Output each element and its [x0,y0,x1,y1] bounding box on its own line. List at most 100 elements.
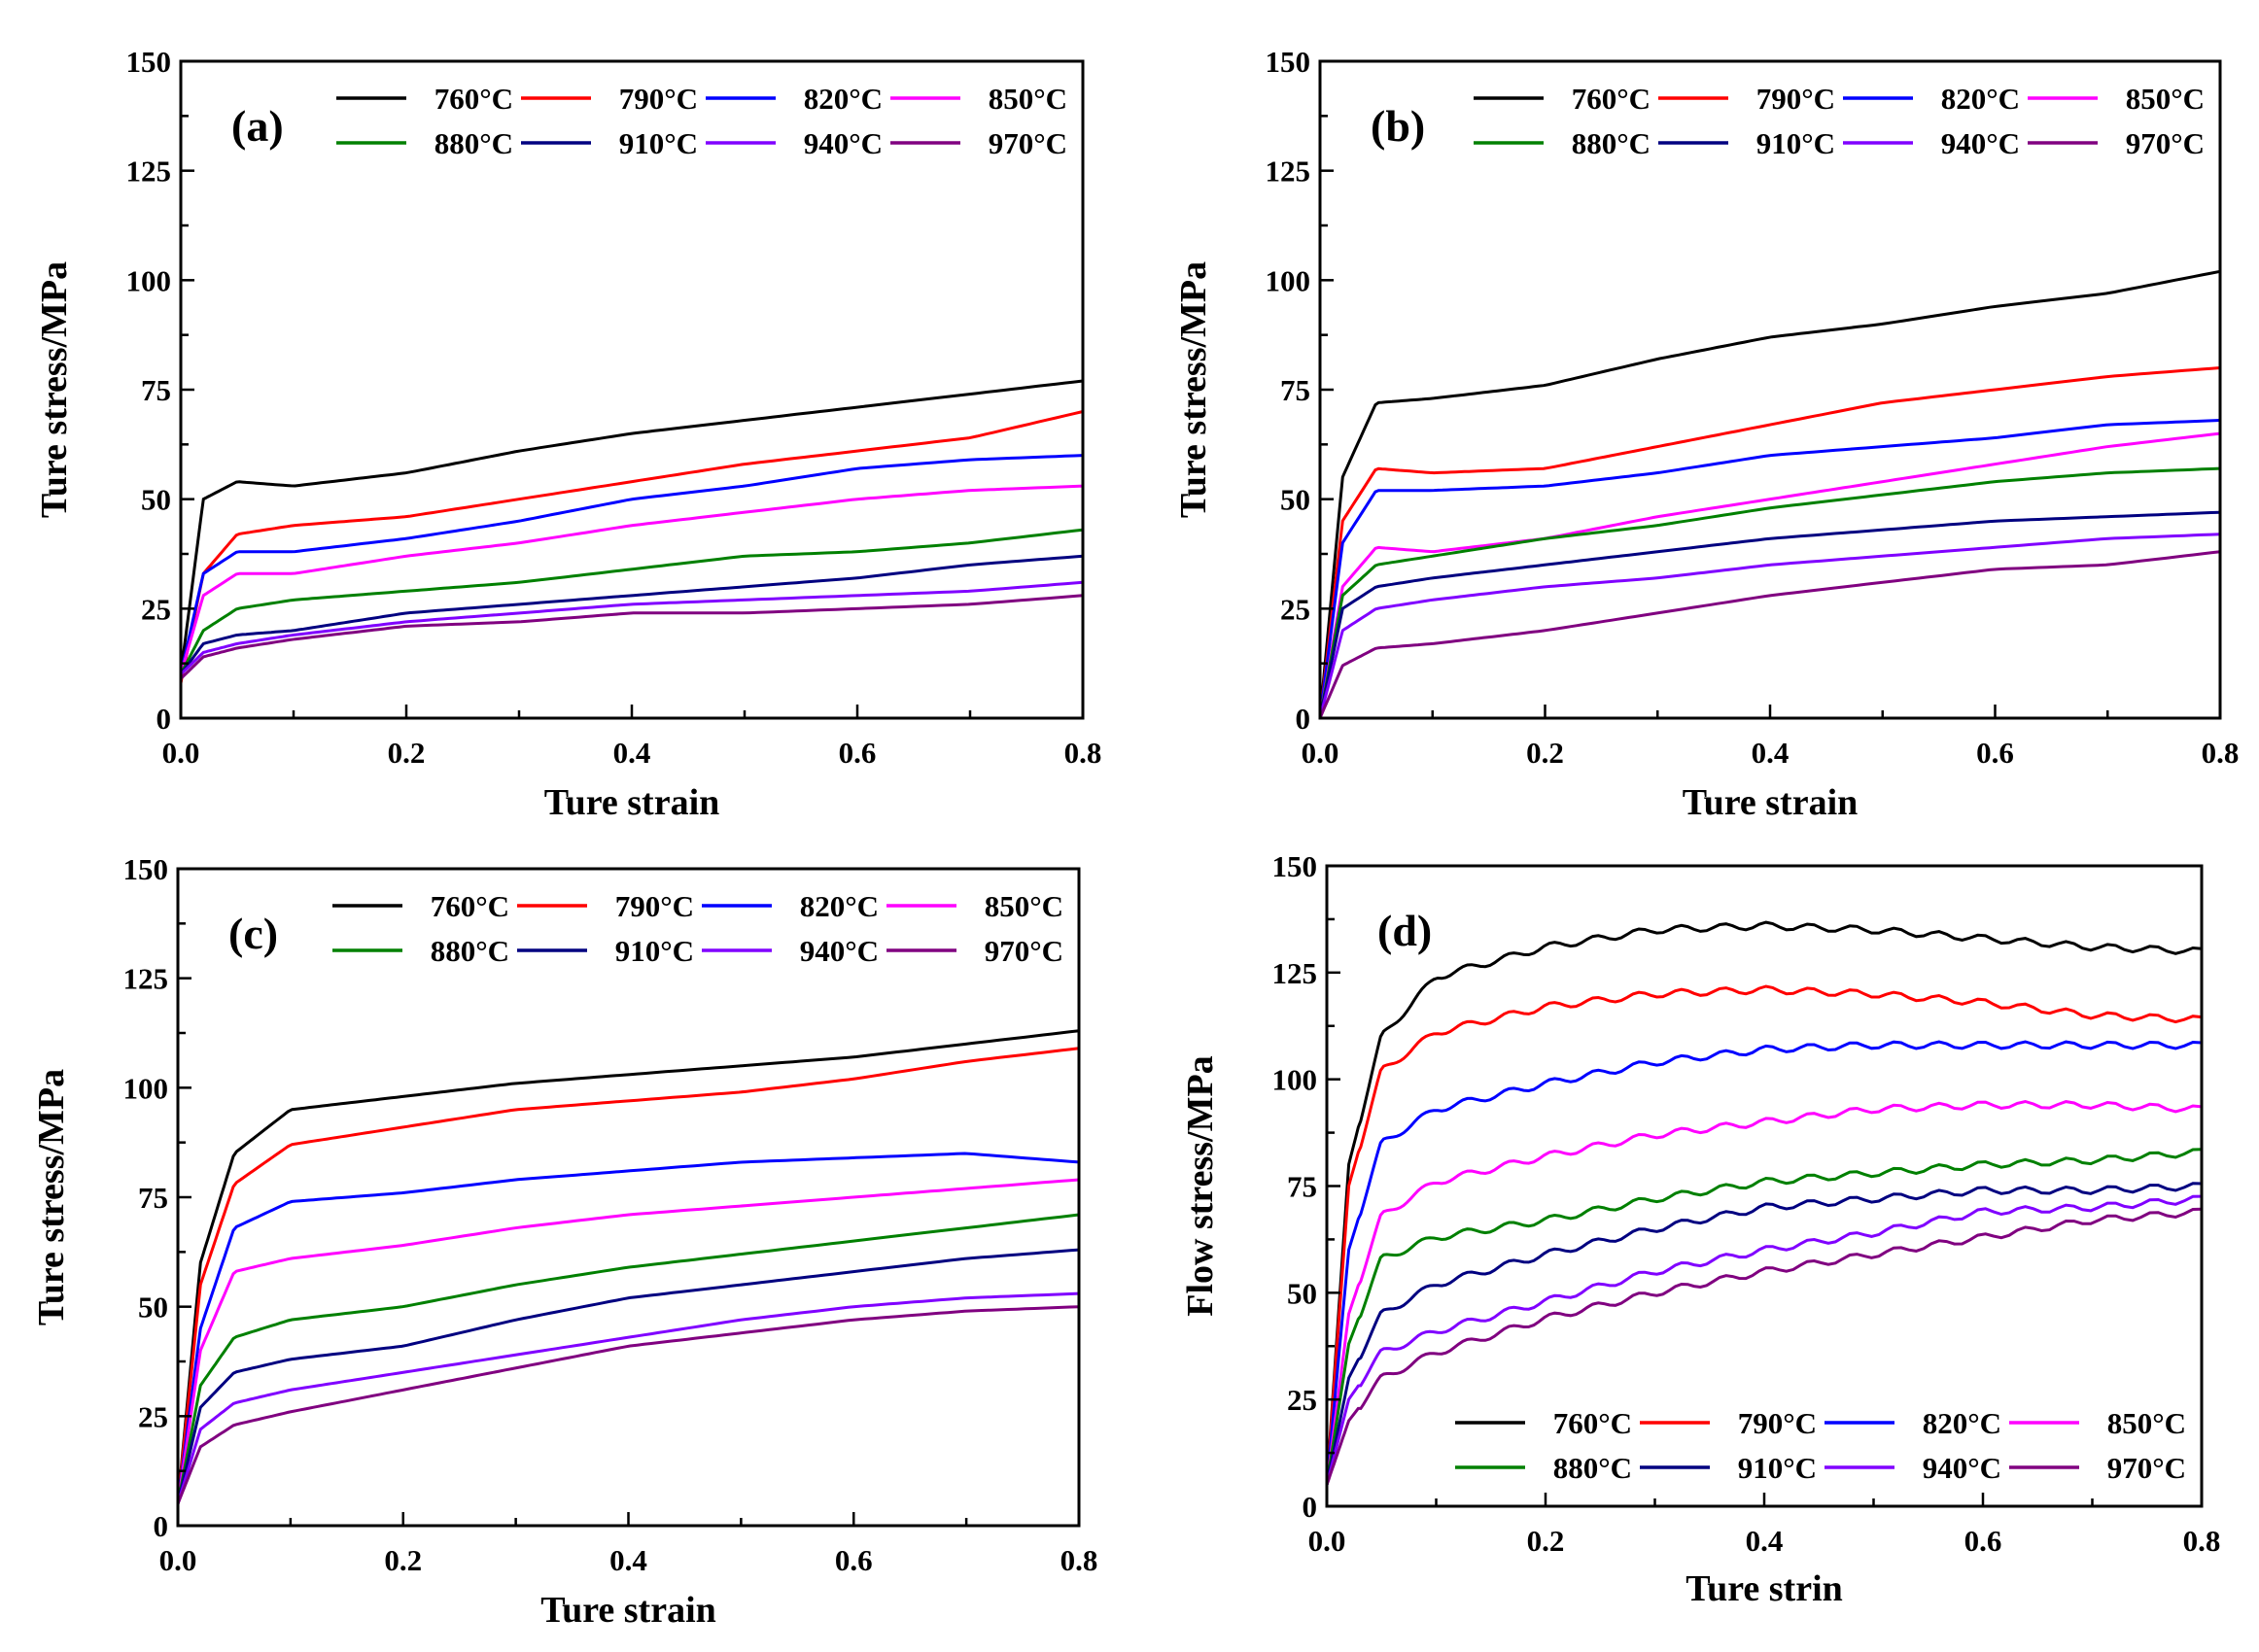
y-tick-label: 125 [1266,155,1311,189]
series-line-970C [176,1305,1080,1505]
legend-item: 880°C [1455,1451,1632,1485]
series-line-850C [1325,1099,2203,1486]
legend-label: 760°C [434,82,513,116]
y-tick-label: 0 [154,1509,169,1543]
y-tick-label: 25 [141,592,171,626]
legend-label: 940°C [1923,1451,2001,1485]
legend-label: 880°C [431,934,509,968]
x-tick-label: 0.2 [1526,736,1564,770]
panel-label: (a) [231,101,284,151]
legend-item: 820°C [702,889,879,923]
series-line-910C [179,554,1084,675]
legend-label: 880°C [1553,1451,1632,1485]
legend-item: 790°C [1658,82,1835,116]
y-tick-label: 50 [1287,1276,1317,1310]
series-line-910C [1318,510,2221,719]
series-line-940C [1325,1194,2203,1486]
legend-item: 820°C [706,82,883,116]
legend-label: 970°C [985,934,1063,968]
legend-label: 850°C [989,82,1067,116]
legend-label: 910°C [615,934,694,968]
y-axis-label: Ture stress/MPa [34,261,75,518]
legend-label: 790°C [619,82,698,116]
legend-item: 790°C [1640,1406,1817,1440]
series-line-970C [1325,1207,2203,1486]
legend-item: 850°C [2009,1406,2186,1440]
legend-item: 820°C [1843,82,2020,116]
y-tick-label: 100 [1272,1063,1318,1097]
x-tick-label: 0.2 [388,736,426,770]
y-tick-label: 50 [1280,483,1310,517]
x-tick-label: 0.2 [384,1543,422,1577]
legend-label: 790°C [615,889,694,923]
series-line-970C [1318,550,2221,719]
legend-label: 820°C [804,82,883,116]
legend-item: 820°C [1825,1406,2001,1440]
x-tick-label: 0.0 [159,1543,197,1577]
series-line-910C [176,1248,1080,1504]
y-tick-label: 75 [1287,1170,1317,1204]
series-line-760C [1325,920,2203,1486]
legend-label: 910°C [619,126,698,160]
legend-item: 970°C [890,126,1067,160]
y-tick-label: 100 [126,263,172,297]
y-tick-label: 0 [1296,702,1311,736]
series-line-790C [1325,984,2203,1486]
legend-item: 910°C [1658,126,1835,160]
series-line-880C [1318,466,2221,719]
x-tick-label: 0.0 [162,736,200,770]
legend-label: 820°C [1941,82,2020,116]
legend-item: 940°C [1843,126,2020,160]
series-line-850C [1318,431,2221,719]
panel-label: (c) [228,909,278,958]
legend-label: 760°C [1553,1406,1632,1440]
series-line-880C [179,528,1084,675]
x-tick-label: 0.8 [1060,1543,1098,1577]
legend: 760°C 790°C 820°C 850°C 880°C 910°C 940°C 970°C [1455,1406,2186,1485]
x-tick-label: 0.6 [1976,736,2014,770]
legend-item: 910°C [521,126,698,160]
legend: 760°C 790°C 820°C 850°C 880°C 910°C 940°C 970°C [332,889,1063,968]
legend-label: 790°C [1756,82,1835,116]
y-tick-label: 0 [156,702,172,736]
series-line-880C [176,1213,1080,1504]
y-tick-label: 125 [126,155,172,189]
legend-label: 850°C [985,889,1063,923]
panel-a: 0 25 50 75 100 125 150 0.0 0.2 0.4 0.6 0.8 Ture stra… [34,45,1101,823]
y-tick-label: 0 [1303,1490,1318,1524]
legend-item: 760°C [1455,1406,1632,1440]
legend-label: 940°C [1941,126,2020,160]
y-tick-label: 75 [138,1181,168,1215]
legend-item: 880°C [336,126,513,160]
series-line-970C [180,594,1084,680]
y-tick-label: 50 [138,1291,168,1325]
legend-item: 940°C [702,934,879,968]
legend-label: 880°C [434,126,513,160]
series-line-760C [176,1029,1080,1504]
legend-item: 970°C [886,934,1063,968]
x-tick-label: 0.4 [609,1543,647,1577]
x-tick-label: 0.8 [2183,1524,2221,1558]
x-tick-label: 0.2 [1527,1524,1565,1558]
legend-item: 940°C [706,126,883,160]
y-tick-label: 25 [138,1399,168,1433]
legend-item: 790°C [521,82,698,116]
series-line-880C [1325,1148,2203,1486]
x-tick-label: 0.8 [2202,736,2240,770]
legend-item: 790°C [517,889,694,923]
legend-label: 970°C [2126,126,2205,160]
legend-item: 850°C [886,889,1063,923]
y-tick-label: 25 [1280,592,1310,626]
panel-label: (d) [1377,906,1432,955]
legend-label: 940°C [800,934,879,968]
legend-label: 850°C [2107,1406,2186,1440]
legend-item: 910°C [1640,1451,1817,1485]
x-tick-label: 0.6 [839,736,877,770]
series-line-910C [1325,1182,2203,1486]
panel-d: 0 25 50 75 100 125 150 0.0 0.2 0.4 0.6 0.8 Ture stri… [1180,849,2220,1609]
y-axis-label: Flow stress/MPa [1180,1055,1221,1316]
y-tick-label: 25 [1287,1383,1317,1417]
legend-label: 790°C [1738,1406,1817,1440]
y-tick-label: 125 [1272,956,1318,990]
